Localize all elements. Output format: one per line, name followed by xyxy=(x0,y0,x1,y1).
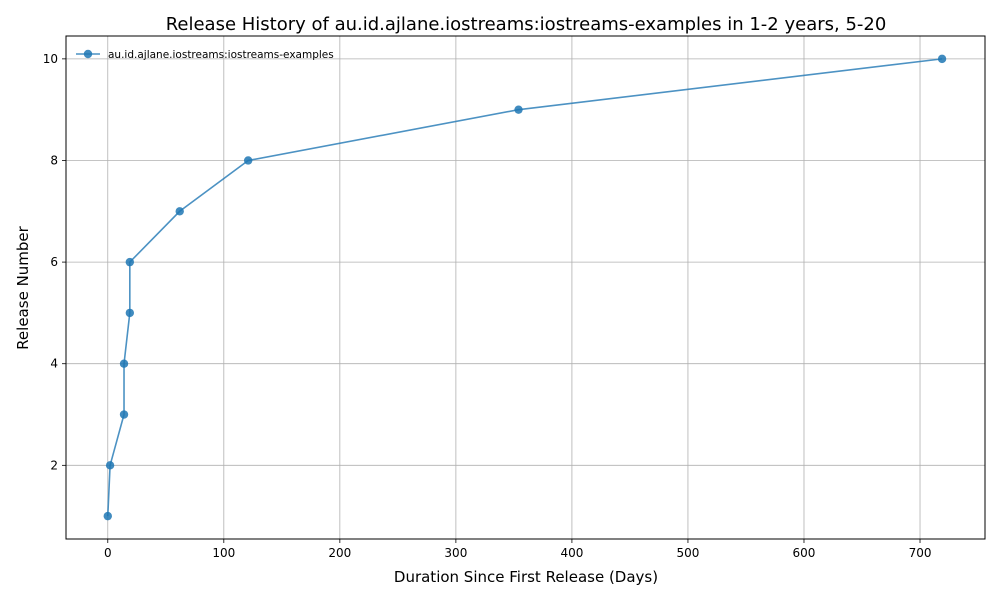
y-tick-label: 10 xyxy=(43,52,58,66)
series-line xyxy=(106,58,943,517)
x-axis-title: Duration Since First Release (Days) xyxy=(394,568,658,586)
x-tick-label: 0 xyxy=(104,546,112,560)
grid-lines xyxy=(66,36,985,539)
data-point xyxy=(125,308,135,318)
x-tick-label: 100 xyxy=(212,546,235,560)
series-layer xyxy=(103,54,947,521)
x-tick-label: 600 xyxy=(793,546,816,560)
data-point xyxy=(119,410,129,419)
chart-title: Release History of au.id.ajlane.iostream… xyxy=(166,14,887,35)
plot-frame xyxy=(65,35,986,540)
legend-label: au.id.ajlane.iostreams:iostreams-example… xyxy=(108,49,334,61)
x-tick-label: 500 xyxy=(676,546,699,560)
x-axis-ticks: 0 100 200 300 400 500 600 700 xyxy=(104,539,932,560)
legend-marker xyxy=(83,49,93,59)
y-tick-label: 2 xyxy=(50,458,58,472)
data-point xyxy=(937,54,947,64)
data-point xyxy=(514,105,523,114)
data-point xyxy=(175,207,184,216)
x-tick-label: 700 xyxy=(909,546,932,560)
y-tick-label: 8 xyxy=(50,153,58,167)
x-tick-label: 200 xyxy=(328,546,351,560)
y-tick-label: 4 xyxy=(50,357,58,371)
data-point xyxy=(243,156,253,165)
y-axis-title: Release Number xyxy=(14,225,32,349)
x-tick-label: 400 xyxy=(560,546,583,560)
y-axis-ticks: 2 4 6 8 10 xyxy=(43,52,66,472)
data-point xyxy=(125,257,135,267)
data-point xyxy=(119,359,129,368)
data-point xyxy=(103,511,112,521)
x-tick-label: 300 xyxy=(444,546,467,560)
data-point xyxy=(105,461,115,470)
legend: au.id.ajlane.iostreams:iostreams-example… xyxy=(76,49,334,61)
y-tick-label: 6 xyxy=(50,255,58,269)
